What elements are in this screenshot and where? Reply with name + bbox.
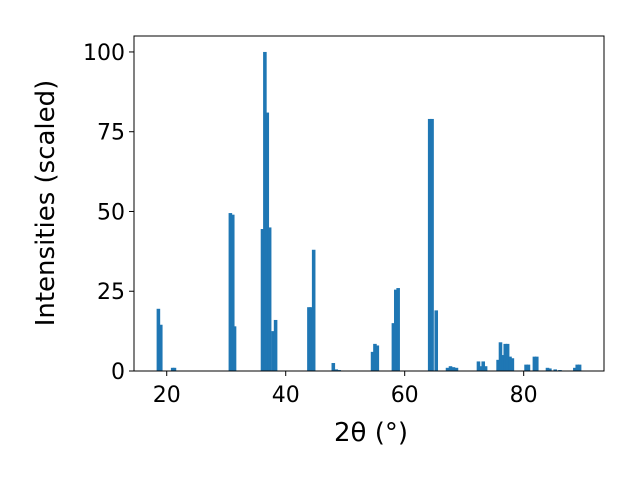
bar [311,249,316,371]
y-tick-label: 50 [97,200,125,225]
x-tick-label: 40 [272,383,300,408]
bar [454,367,459,371]
bar [498,342,503,371]
axes-group: 20 40 60 80 0 25 50 75 100 [83,35,605,408]
bar [309,307,314,371]
bar [228,213,233,371]
bar [393,289,398,371]
bar [391,323,396,371]
y-tick-label: 75 [97,121,125,146]
bar [307,307,311,371]
y-axis-label: Intensities (scaled) [31,80,61,327]
bar [501,355,505,371]
bar [430,118,434,371]
bar [508,356,512,371]
bar [479,366,483,371]
bar [375,345,380,371]
bar [373,343,377,371]
bar [334,369,339,371]
bar [434,310,439,371]
bar [273,319,278,371]
bar [577,364,582,371]
y-tick-label: 100 [83,41,125,66]
bar [172,367,177,371]
x-tick-label: 20 [153,383,181,408]
bar [271,331,275,371]
x-tick-label: 60 [391,383,419,408]
bar [396,288,400,371]
bar [427,118,432,371]
x-axis-label: 2θ (°) [334,418,408,448]
bar [534,356,539,371]
bar [476,361,481,371]
bar [548,368,552,371]
y-tick-label: 25 [97,280,125,305]
x-tick-label: 80 [510,383,538,408]
bar [510,358,515,371]
y-tick-label: 0 [111,360,125,385]
bars-group [156,51,582,371]
bar [545,367,550,371]
bar [451,367,456,371]
bar [156,308,161,371]
bar [573,367,577,371]
bar [505,343,510,371]
bar [496,359,500,371]
bar [331,363,336,371]
bar [532,356,537,371]
plot-frame [133,35,605,372]
bar [503,343,508,371]
bar [575,364,580,371]
bar [260,229,265,371]
bar [263,51,267,371]
bar [265,112,270,371]
bar [524,364,528,371]
bar [232,326,237,371]
bar [448,366,453,371]
bar [267,227,272,371]
bar [158,324,163,371]
bar [230,214,235,371]
bar [370,351,375,371]
bar [445,367,450,371]
bar [481,361,486,371]
bar [483,366,488,371]
bar [553,369,557,371]
bar [526,364,531,371]
